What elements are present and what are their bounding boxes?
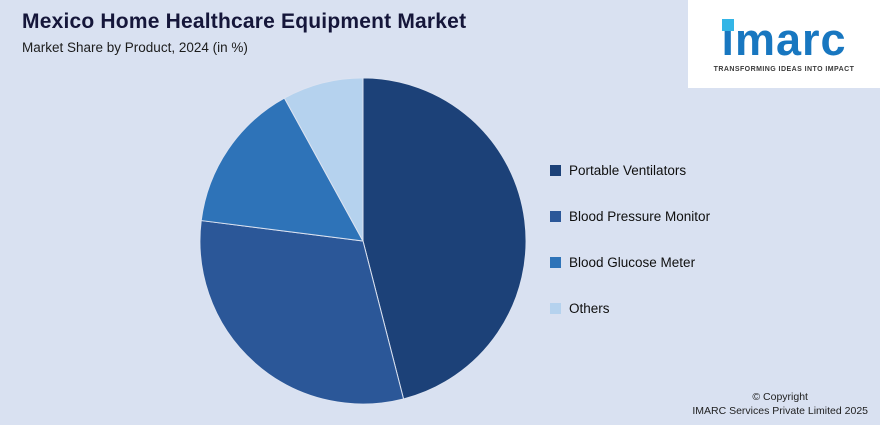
legend-marker-blood-glucose-meter <box>550 257 561 268</box>
pie-slice-3 <box>283 77 364 242</box>
legend-marker-others <box>550 303 561 314</box>
chart-subtitle: Market Share by Product, 2024 (in %) <box>22 40 248 55</box>
legend-marker-portable-ventilators <box>550 165 561 176</box>
imarc-logo-text: imarc <box>721 14 847 65</box>
imarc-logo-dot-icon <box>722 19 735 31</box>
legend-label: Others <box>569 301 610 316</box>
pie-slice-0 <box>362 77 527 400</box>
pie-slice-2 <box>200 97 364 242</box>
copyright-line1: © Copyright <box>752 390 808 403</box>
legend-item-blood-pressure-monitor: Blood Pressure Monitor <box>550 209 710 224</box>
legend-item-blood-glucose-meter: Blood Glucose Meter <box>550 255 710 270</box>
imarc-tagline: TRANSFORMING IDEAS INTO IMPACT <box>713 66 855 73</box>
legend-label: Blood Pressure Monitor <box>569 209 711 224</box>
chart-header: Mexico Home Healthcare Equipment Market … <box>22 10 466 55</box>
legend-item-others: Others <box>550 301 710 316</box>
copyright: © Copyright IMARC Services Private Limit… <box>692 390 868 419</box>
pie-slice-1 <box>199 220 405 405</box>
legend: Portable Ventilators Blood Pressure Moni… <box>550 163 710 316</box>
copyright-line2: IMARC Services Private Limited 2025 <box>692 405 868 418</box>
chart-title: Mexico Home Healthcare Equipment Market <box>22 10 467 33</box>
imarc-logo-wordmark: imarc <box>721 17 846 62</box>
legend-label: Portable Ventilators <box>569 163 687 178</box>
legend-marker-blood-pressure-monitor <box>550 211 561 222</box>
legend-label: Blood Glucose Meter <box>569 255 696 270</box>
pie-chart <box>199 77 527 405</box>
imarc-logo: imarc TRANSFORMING IDEAS INTO IMPACT <box>688 0 880 88</box>
legend-item-portable-ventilators: Portable Ventilators <box>550 163 710 178</box>
